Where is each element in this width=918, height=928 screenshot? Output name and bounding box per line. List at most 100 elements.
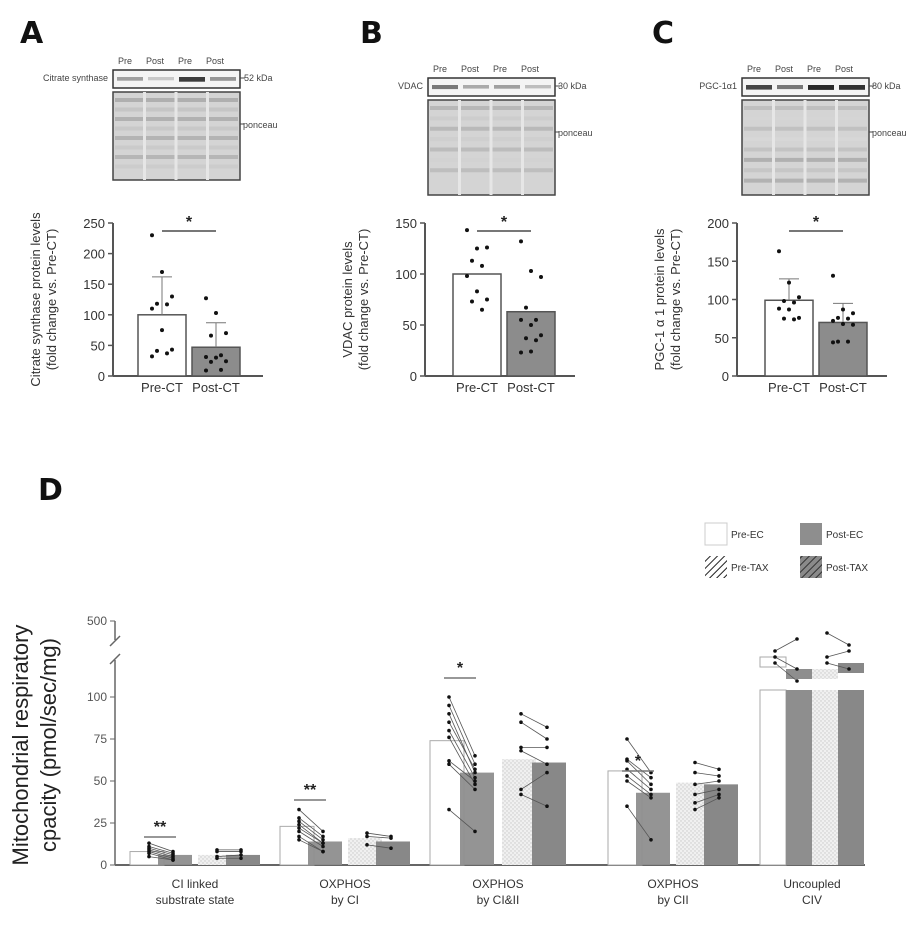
y-tick-label: 0: [410, 369, 417, 384]
x-category-label: OXPHOS: [472, 877, 523, 891]
blot-lane-label: Pre: [178, 56, 192, 66]
paired-line: [826, 662, 850, 670]
data-point: [836, 339, 840, 344]
blot-c: Pre Post Pre Post PGC-1α1 80 kDa ponceau: [699, 64, 907, 196]
paired-line: [520, 713, 548, 728]
paired-line: [148, 852, 174, 861]
data-point-post: [847, 667, 851, 671]
x-tick-label: Pre-CT: [768, 380, 810, 395]
paired-line: [520, 750, 548, 765]
data-point: [787, 307, 791, 312]
data-point-post: [545, 770, 549, 775]
bar-pre-ec: [759, 689, 787, 866]
legend-swatch-post-ec: [800, 523, 822, 545]
paired-line: [298, 839, 324, 852]
paired-line: [148, 849, 174, 857]
data-point: [529, 349, 533, 354]
bar-post-ec: [158, 854, 192, 865]
paired-line: [448, 809, 476, 832]
blot-band: [494, 85, 520, 89]
data-point: [529, 268, 533, 273]
paired-line: [148, 851, 174, 859]
data-point-pre: [447, 703, 451, 708]
legend-swatch-pre-tax: [705, 556, 727, 578]
data-point: [519, 239, 523, 244]
y-tick-label: 150: [395, 216, 417, 231]
data-point-pre: [447, 720, 451, 724]
data-point: [160, 328, 164, 333]
y-tick-label: 100: [83, 308, 105, 323]
paired-line: [448, 705, 476, 765]
data-point-post: [545, 737, 549, 741]
paired-line: [520, 772, 548, 790]
bar-post-tax: [704, 784, 738, 865]
data-point-pre: [297, 829, 301, 834]
legend-label: Pre-EC: [731, 530, 764, 541]
data-point: [797, 295, 801, 300]
paired-line: [826, 650, 850, 658]
data-point: [782, 299, 786, 304]
paired-line: [448, 760, 476, 782]
panel-label-c: C: [652, 16, 674, 51]
paired-line: [694, 780, 720, 785]
blot-lane-label: Pre: [433, 64, 447, 74]
data-point-pre: [825, 655, 829, 659]
blot-size-marker: 80 kDa: [872, 81, 901, 91]
data-point-pre: [519, 745, 523, 750]
data-point-pre: [519, 748, 523, 753]
data-point-pre: [693, 760, 697, 765]
data-point: [204, 296, 208, 301]
data-point: [841, 321, 845, 326]
data-point-post: [473, 829, 477, 834]
paired-line: [694, 797, 720, 810]
y-tick-label: 50: [715, 331, 729, 346]
y-tick-label: 100: [395, 267, 417, 282]
data-point-post: [321, 849, 325, 854]
data-point-pre: [519, 787, 523, 792]
paired-line: [298, 824, 324, 844]
bar-top-post-tax: [838, 663, 864, 673]
data-point-post: [649, 838, 653, 842]
significance-label: *: [186, 214, 193, 231]
bar-top-pre-tax: [812, 669, 838, 679]
data-point-pre: [447, 728, 451, 733]
bar-pre-ct: [452, 273, 502, 377]
data-point-pre: [825, 631, 829, 635]
paired-line: [448, 730, 476, 778]
data-point: [214, 310, 218, 315]
paired-line: [626, 780, 652, 799]
data-point-post: [389, 846, 393, 850]
data-point-post: [321, 829, 325, 834]
x-category-label: substrate state: [156, 893, 235, 907]
panel-label-d: D: [38, 473, 63, 508]
bar-post-ec: [460, 772, 494, 865]
blot-band: [432, 85, 458, 90]
data-point-post: [389, 836, 393, 840]
data-point: [470, 258, 474, 263]
bar-post-ct: [191, 346, 241, 377]
data-point-pre: [297, 838, 301, 842]
data-point-pre: [297, 816, 301, 820]
blot-lane-label: Post: [521, 64, 540, 74]
blot-band: [148, 77, 174, 81]
data-point-pre: [519, 720, 523, 724]
data-point-post: [717, 792, 721, 797]
data-point-post: [795, 667, 799, 671]
y-axis-title-line2: (fold change vs. Pre-CT): [356, 229, 371, 371]
paired-line: [774, 638, 798, 652]
paired-line: [298, 827, 324, 844]
blot-lane-label: Post: [206, 56, 225, 66]
data-point-pre: [147, 851, 151, 856]
paired-line: [148, 856, 174, 861]
x-tick-label: Post-CT: [819, 380, 867, 395]
significance-label: **: [154, 819, 167, 836]
blot-protein-label: Citrate synthase: [43, 73, 108, 83]
western-blots: Pre Post Pre Post Citrate synthase 52 kDa ponc…: [43, 56, 907, 196]
data-point: [224, 359, 228, 364]
paired-line: [694, 762, 720, 770]
legend-swatch-post-tax: [800, 556, 822, 578]
legend-label: Post-EC: [826, 530, 863, 541]
data-point-post: [321, 841, 325, 845]
data-point: [465, 228, 469, 233]
paired-line: [520, 794, 548, 807]
